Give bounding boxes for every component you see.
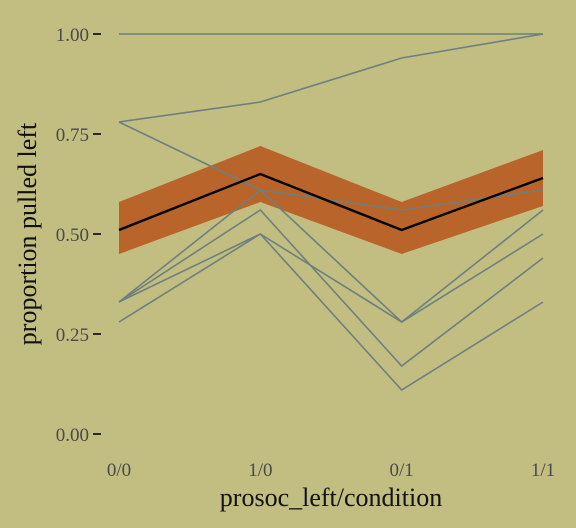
- individual-series-line-4: [118, 188, 544, 324]
- individual-series-line-6: [118, 208, 544, 368]
- x-tick-label: 0/0: [107, 460, 131, 481]
- y-axis-title: proportion pulled left: [13, 122, 42, 345]
- y-axis: 0.00 0.25 0.50 0.75 1.00: [56, 25, 101, 446]
- mean-series-line: [118, 172, 544, 232]
- individual-series-layer: [118, 33, 544, 392]
- x-axis-title: prosoc_left/condition: [220, 483, 442, 512]
- y-tick-label: 0.25: [56, 325, 89, 346]
- x-tick-label: 1/0: [248, 460, 272, 481]
- y-tick-label: 0.75: [56, 125, 89, 146]
- individual-series-line-7: [118, 232, 544, 392]
- x-tick-label: 1/1: [531, 460, 555, 481]
- y-tick-label: 0.50: [56, 225, 89, 246]
- x-tick-label: 0/1: [390, 460, 414, 481]
- individual-series-line-3: [118, 121, 544, 211]
- individual-series-line-2: [118, 33, 544, 123]
- x-axis: 0/0 1/0 0/1 1/1: [107, 460, 555, 481]
- individual-series-line-5: [118, 233, 544, 323]
- y-tick-label: 0.00: [56, 425, 89, 446]
- y-tick-label: 1.00: [56, 25, 89, 46]
- mean-series-layer: [118, 172, 544, 232]
